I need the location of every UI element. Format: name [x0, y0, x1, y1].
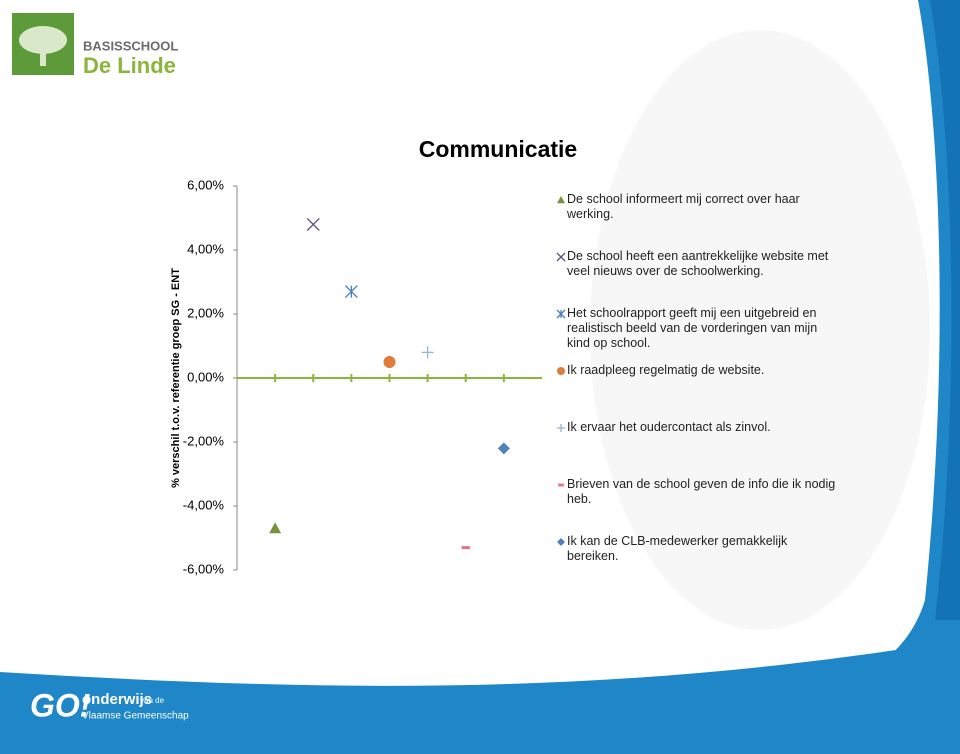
y-tick-label: -6,00% — [183, 561, 225, 576]
y-tick-label: -2,00% — [183, 433, 225, 448]
point — [461, 546, 470, 550]
point — [558, 483, 564, 487]
legend-entry: Ik raadpleeg regelmatig de website. — [567, 363, 765, 377]
point — [344, 285, 358, 299]
marker-shape — [557, 367, 565, 375]
marker-stroke — [556, 252, 566, 262]
y-tick-label: 6,00% — [187, 177, 224, 192]
point — [383, 356, 396, 368]
marker-shape — [557, 196, 565, 204]
decor-bottom — [0, 640, 960, 754]
marker-shape — [383, 356, 396, 368]
footer-logo: GO! — [30, 687, 91, 723]
y-tick-label: 0,00% — [187, 369, 224, 384]
logo-trunk — [40, 46, 46, 66]
marker-shape — [269, 522, 282, 534]
decor-right-dark — [930, 0, 960, 620]
footer-small: van de — [140, 696, 165, 705]
legend-entry: Ik kan de CLB-medewerker gemakkelijk ber… — [567, 534, 788, 563]
logo-tree — [19, 26, 67, 54]
decor-fingerprint — [590, 30, 930, 630]
chart-title: Communicatie — [419, 136, 577, 162]
point — [557, 196, 565, 204]
point — [497, 442, 510, 455]
point — [269, 522, 282, 534]
y-tick-label: 4,00% — [187, 241, 224, 256]
marker-shape — [461, 546, 470, 550]
point — [557, 538, 565, 546]
point — [556, 309, 566, 319]
legend-entry: Brieven van de school geven de info die … — [567, 477, 836, 506]
legend-entry: Het schoolrapport geeft mij een uitgebre… — [567, 306, 818, 350]
logo-line1: BASISSCHOOL — [83, 38, 178, 53]
point — [556, 252, 566, 262]
y-axis-label: % verschil t.o.v. referentie groep SG - … — [170, 268, 182, 488]
point — [421, 346, 434, 359]
point — [306, 217, 320, 231]
point — [557, 367, 565, 375]
logo-line2: De Linde — [83, 53, 176, 78]
marker-stroke — [306, 217, 320, 231]
point — [557, 424, 565, 432]
legend-entry: Ik ervaar het oudercontact als zinvol. — [567, 420, 771, 434]
y-tick-label: 2,00% — [187, 305, 224, 320]
legend-entry: De school informeert mij correct over ha… — [567, 192, 800, 221]
footer-line2: Vlaamse Gemeenschap — [82, 711, 189, 722]
marker-shape — [497, 442, 510, 455]
marker-shape — [557, 538, 565, 546]
y-tick-label: -4,00% — [183, 497, 225, 512]
marker-shape — [558, 483, 564, 487]
footer-line1: onderwijs — [82, 691, 152, 708]
legend-entry: De school heeft een aantrekkelijke websi… — [567, 249, 829, 278]
